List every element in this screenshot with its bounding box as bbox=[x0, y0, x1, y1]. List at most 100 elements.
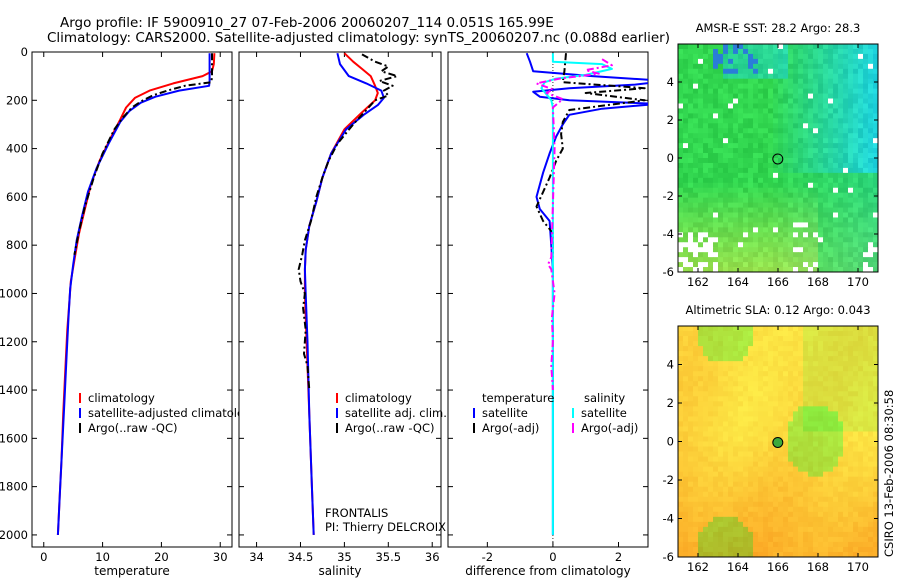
heatmap-cell bbox=[813, 421, 819, 427]
heatmap-cell bbox=[753, 187, 759, 194]
heatmap-cell bbox=[833, 153, 839, 159]
heatmap-cell bbox=[678, 133, 684, 139]
heatmap-cell bbox=[783, 167, 789, 174]
heatmap-cell bbox=[768, 88, 774, 94]
heatmap-cell bbox=[703, 406, 709, 412]
heatmap-cell bbox=[758, 456, 764, 462]
heatmap-cell bbox=[733, 167, 739, 174]
heatmap-cell bbox=[773, 252, 779, 258]
heatmap-cell bbox=[823, 551, 829, 558]
heatmap-cell bbox=[818, 336, 824, 342]
heatmap-cell bbox=[693, 237, 699, 243]
heatmap-cell bbox=[773, 247, 779, 253]
heatmap-cell bbox=[703, 411, 709, 417]
heatmap-cell bbox=[788, 83, 794, 90]
heatmap-cell bbox=[833, 48, 839, 55]
heatmap-cell bbox=[803, 436, 809, 442]
heatmap-cell bbox=[698, 361, 704, 367]
heatmap-cell bbox=[863, 521, 869, 528]
heatmap-cell bbox=[738, 426, 744, 432]
heatmap-cell bbox=[718, 83, 724, 90]
heatmap-cell bbox=[873, 496, 879, 503]
x-tick-label: 36 bbox=[425, 550, 440, 564]
heatmap-cell bbox=[793, 421, 799, 427]
heatmap-cell bbox=[743, 227, 749, 233]
heatmap-cell bbox=[748, 541, 754, 548]
heatmap-cell bbox=[738, 113, 744, 119]
heatmap-cell bbox=[698, 83, 704, 90]
heatmap-cell bbox=[708, 551, 714, 558]
heatmap-cell bbox=[703, 516, 709, 523]
heatmap-cell bbox=[683, 237, 689, 243]
heatmap-cell bbox=[833, 436, 839, 442]
heatmap-cell bbox=[718, 376, 724, 382]
heatmap-cell bbox=[743, 207, 749, 213]
heatmap-cell bbox=[823, 177, 829, 184]
heatmap-cell bbox=[828, 237, 834, 243]
heatmap-cell bbox=[818, 346, 824, 352]
heatmap-cell bbox=[698, 182, 704, 189]
x-axis-label: temperature bbox=[94, 564, 169, 578]
heatmap-cell bbox=[873, 516, 879, 523]
x-axis-label: salinity bbox=[318, 564, 361, 578]
heatmap-cell bbox=[768, 227, 774, 233]
heatmap-cell bbox=[818, 227, 824, 233]
heatmap-cell bbox=[768, 501, 774, 508]
heatmap-cell bbox=[873, 167, 879, 174]
heatmap-cell bbox=[828, 421, 834, 427]
heatmap-cell bbox=[713, 118, 719, 124]
heatmap-cell bbox=[768, 426, 774, 432]
heatmap-cell bbox=[718, 426, 724, 432]
heatmap-cell bbox=[753, 536, 759, 543]
heatmap-cell bbox=[853, 381, 859, 387]
heatmap-cell bbox=[693, 93, 699, 99]
heatmap-cell bbox=[683, 252, 689, 258]
heatmap-cell bbox=[723, 207, 729, 213]
heatmap-cell bbox=[763, 237, 769, 243]
heatmap-cell bbox=[753, 366, 759, 372]
y-tick-label: 800 bbox=[6, 238, 28, 252]
heatmap-cell bbox=[708, 44, 714, 50]
heatmap-cell bbox=[728, 138, 734, 144]
heatmap-cell bbox=[798, 331, 804, 337]
heatmap-cell bbox=[808, 476, 814, 483]
heatmap-cell bbox=[778, 83, 784, 90]
heatmap-cell bbox=[813, 103, 819, 109]
heatmap-cell bbox=[858, 546, 864, 553]
heatmap-cell bbox=[873, 431, 879, 437]
heatmap-cell bbox=[868, 232, 874, 238]
heatmap-cell bbox=[783, 361, 789, 367]
heatmap-cell bbox=[703, 381, 709, 387]
heatmap-cell bbox=[758, 118, 764, 124]
heatmap-cell bbox=[858, 232, 864, 238]
heatmap-cell bbox=[873, 148, 879, 154]
heatmap-cell bbox=[798, 376, 804, 382]
heatmap-cell bbox=[798, 361, 804, 367]
heatmap-cell bbox=[688, 531, 694, 538]
heatmap-cell bbox=[733, 496, 739, 503]
heatmap-cell bbox=[798, 44, 804, 50]
heatmap-cell bbox=[773, 481, 779, 488]
heatmap-cell bbox=[858, 366, 864, 372]
heatmap-cell bbox=[743, 411, 749, 417]
heatmap-cell bbox=[678, 436, 684, 442]
heatmap-cell bbox=[723, 396, 729, 402]
heatmap-cell bbox=[813, 346, 819, 352]
heatmap-cell bbox=[788, 222, 794, 228]
heatmap-cell bbox=[783, 232, 789, 238]
heatmap-cell bbox=[683, 207, 689, 213]
heatmap-cell bbox=[698, 366, 704, 372]
heatmap-cell bbox=[848, 78, 854, 85]
heatmap-cell bbox=[763, 536, 769, 543]
heatmap-cell bbox=[823, 491, 829, 498]
heatmap-cell bbox=[793, 48, 799, 55]
heatmap-cell bbox=[858, 83, 864, 90]
heatmap-cell bbox=[678, 93, 684, 99]
heatmap-cell bbox=[703, 138, 709, 144]
heatmap-cell bbox=[698, 44, 704, 50]
heatmap-cell bbox=[813, 426, 819, 432]
heatmap-cell bbox=[793, 396, 799, 402]
heatmap-cell bbox=[843, 491, 849, 498]
heatmap-cell bbox=[798, 406, 804, 412]
heatmap-cell bbox=[773, 376, 779, 382]
